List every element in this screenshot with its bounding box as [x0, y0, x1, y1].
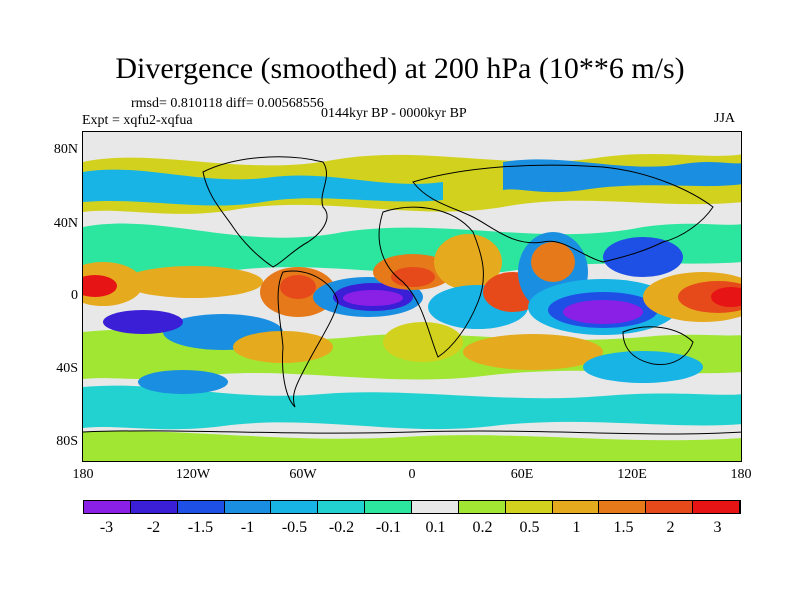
colorbar-swatch [177, 501, 225, 513]
colorbar-swatch [458, 501, 506, 513]
x-tick-label: 60W [289, 467, 317, 482]
y-tick-label: 0 [71, 288, 78, 303]
stats-text: rmsd= 0.810118 diff= 0.00568556 [131, 96, 324, 111]
coastlines [83, 156, 741, 435]
colorbar-label: -0.2 [328, 519, 355, 536]
coast-australia [622, 326, 694, 366]
coast-north-america [202, 156, 328, 268]
colorbar [83, 500, 741, 514]
field-patch [280, 275, 316, 299]
coast-africa [378, 206, 484, 358]
colorbar-label: -1.5 [187, 519, 214, 536]
x-tick-label: 180 [730, 467, 752, 482]
field-patch [711, 287, 741, 307]
x-tick-label: 120W [175, 467, 211, 482]
field-patch [563, 300, 643, 324]
coast-antarctica [83, 430, 741, 435]
field-patch [463, 334, 603, 370]
field-patch [83, 275, 117, 297]
colorbar-label: -1 [240, 519, 255, 536]
field-patch [391, 267, 435, 287]
season-label: JJA [714, 111, 736, 126]
colorbar-swatch [130, 501, 178, 513]
field-band [83, 385, 741, 430]
field-patch [531, 242, 575, 282]
colorbar-label: -0.1 [375, 519, 402, 536]
period-label: 0144kyr BP - 0000kyr BP [321, 106, 467, 121]
colorbar-label: -2 [146, 519, 161, 536]
colorbar-swatch [552, 501, 600, 513]
field-patch [383, 322, 463, 362]
colorbar-label: 2 [666, 519, 675, 536]
colorbar-swatch [412, 501, 459, 513]
colorbar-swatch [599, 501, 647, 513]
colorbar-label: 0.2 [472, 519, 493, 536]
plot-title: Divergence (smoothed) at 200 hPa (10**6 … [115, 52, 685, 85]
y-tick-label: 80S [56, 434, 78, 449]
y-tick-label: 40S [56, 361, 78, 376]
colorbar-swatch [318, 501, 366, 513]
colorbar-label: -0.5 [281, 519, 308, 536]
colorbar-label: 0.1 [425, 519, 446, 536]
y-tick-label: 40N [53, 216, 78, 231]
divergence-map [83, 132, 741, 461]
y-tick-label: 80N [53, 142, 78, 157]
field-patch [343, 290, 403, 306]
colorbar-swatch [224, 501, 272, 513]
colorbar-swatch [646, 501, 694, 513]
field-patch [583, 351, 703, 383]
x-tick-label: 60E [510, 467, 534, 482]
field-patch [138, 370, 228, 394]
colorbar-swatch [271, 501, 319, 513]
map-panel [82, 131, 742, 462]
colorbar-label: -3 [99, 519, 114, 536]
field-patch [103, 310, 183, 334]
coast-south-america [277, 270, 339, 408]
colorbar-label: 3 [713, 519, 722, 536]
colorbar-swatch [505, 501, 553, 513]
experiment-label: Expt = xqfu2-xqfua [82, 113, 193, 128]
colorbar-swatch [693, 501, 741, 513]
colorbar-label: 1.5 [613, 519, 634, 536]
x-tick-label: 180 [72, 467, 94, 482]
x-tick-label: 120E [617, 467, 647, 482]
field-band [503, 159, 741, 193]
coast-eurasia [412, 164, 714, 263]
field-patch [123, 266, 263, 298]
colorbar-swatch [84, 501, 131, 513]
colorbar-swatch [365, 501, 413, 513]
x-tick-label: 0 [408, 467, 416, 482]
field-patch [434, 234, 502, 290]
field-band [83, 431, 741, 461]
colorbar-label: 0.5 [519, 519, 540, 536]
field-patch [603, 237, 683, 277]
field-band [83, 169, 443, 206]
colorbar-label: 1 [572, 519, 581, 536]
